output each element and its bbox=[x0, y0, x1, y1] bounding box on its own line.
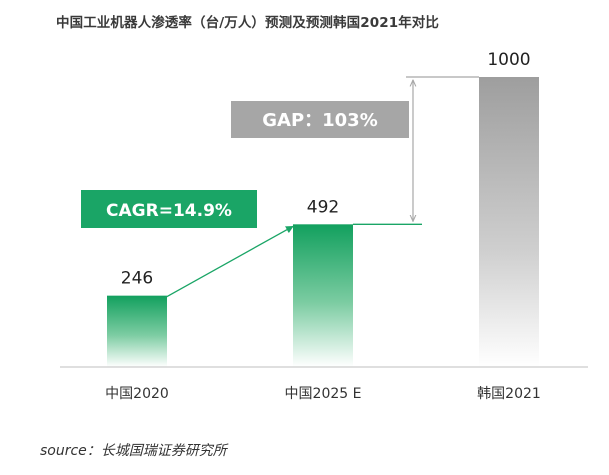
gap-box bbox=[231, 101, 409, 138]
x-tick-label-1: 中国2025 E bbox=[285, 386, 362, 402]
bars-layer bbox=[107, 77, 539, 367]
category-layer: 中国2020 中国2025 E 韩国2021 bbox=[105, 386, 541, 402]
cagr-box bbox=[81, 190, 257, 228]
bar-0 bbox=[107, 295, 167, 367]
growth-arrow bbox=[164, 225, 294, 299]
data-label-1: 492 bbox=[307, 197, 339, 217]
value-label-layer: 246 492 1000 bbox=[121, 50, 531, 289]
data-label-2: 1000 bbox=[487, 50, 530, 70]
bar-2 bbox=[479, 77, 539, 367]
data-label-0: 246 bbox=[121, 269, 153, 289]
source-note: source：长城国瑞证券研究所 bbox=[40, 443, 227, 459]
gap-label: GAP：103% bbox=[262, 110, 378, 131]
annotation-layer: GAP：103% CAGR=14.9% bbox=[81, 76, 479, 299]
x-tick-label-0: 中国2020 bbox=[105, 386, 169, 402]
x-tick-label-2: 韩国2021 bbox=[477, 386, 541, 402]
bar-1 bbox=[293, 224, 353, 367]
cagr-label: CAGR=14.9% bbox=[106, 201, 232, 221]
chart-title: 中国工业机器人渗透率（台/万人）预测及预测韩国2021年对比 bbox=[56, 15, 440, 31]
